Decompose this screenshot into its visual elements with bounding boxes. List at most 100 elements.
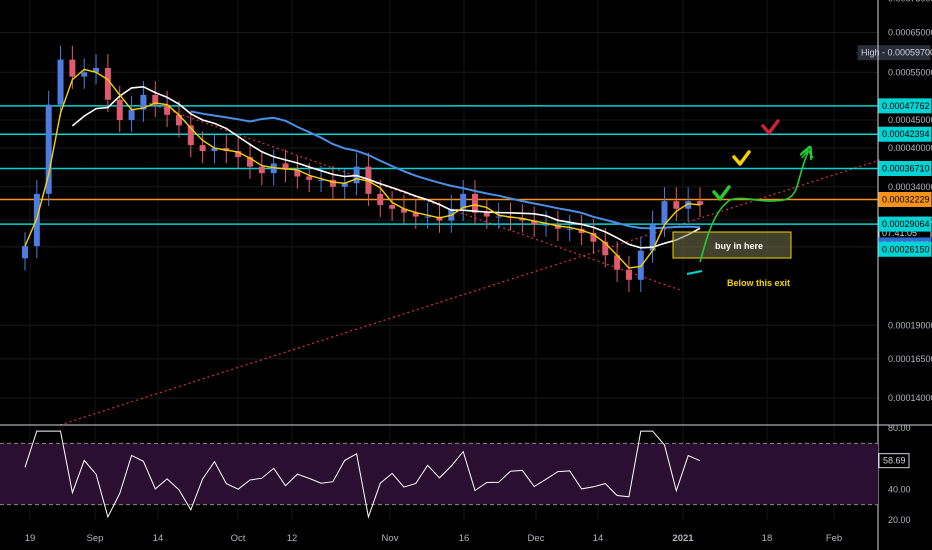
price-badge-text: 0.00032229 xyxy=(882,194,930,204)
x-tick-label: 2021 xyxy=(672,533,694,544)
candle-body xyxy=(175,114,182,126)
candle-body xyxy=(614,255,621,270)
price-badge-text: 0.00042394 xyxy=(882,129,930,139)
x-tick-label: 16 xyxy=(459,533,470,544)
rsi-band xyxy=(0,443,878,505)
y-tick-label: 0.00055000 xyxy=(888,67,932,77)
candle-body xyxy=(199,145,206,152)
price-badge xyxy=(878,216,932,232)
candle-body xyxy=(424,216,431,218)
candle-body xyxy=(460,193,467,209)
candle-body xyxy=(400,208,407,213)
candle-body xyxy=(187,125,194,146)
price-badge xyxy=(878,98,932,114)
candle-body xyxy=(294,169,301,177)
ma-white-line xyxy=(71,85,701,249)
x-tick-label: Feb xyxy=(826,533,842,544)
candle-body xyxy=(673,201,680,209)
x-tick-label: 14 xyxy=(153,533,164,544)
x-tick-label: Sep xyxy=(87,533,104,544)
price-badges: High - 0.00059700 0.00047762 0.00042394 0.0… xyxy=(857,45,932,257)
candle-body xyxy=(341,183,348,187)
candle-body xyxy=(483,212,490,217)
candle-body xyxy=(140,94,147,110)
candle-body xyxy=(377,193,384,205)
y-tick-label: 0.00045000 xyxy=(888,115,932,125)
rsi-tick-label: 40.00 xyxy=(888,484,911,494)
price-badge xyxy=(878,126,932,142)
projected-path xyxy=(699,152,808,263)
candle-body xyxy=(247,157,253,167)
candle-body xyxy=(649,224,656,251)
x-tick-label: 19 xyxy=(25,533,36,544)
x-axis[interactable]: 19 Sep 14 Oct 12 Nov 16 Dec 14 2021 18 Feb xyxy=(25,533,842,544)
yellow-checkmark-icon xyxy=(732,150,751,166)
y-tick-label: 0.00065000 xyxy=(888,27,932,37)
price-badge xyxy=(857,45,931,61)
candle-body xyxy=(389,204,396,209)
projected-arrow-head xyxy=(801,148,814,159)
rsi-pane[interactable]: 80.00 40.00 20.00 58.69 xyxy=(0,423,911,525)
candle-body xyxy=(543,224,550,226)
candle-body xyxy=(602,241,609,256)
candle-body xyxy=(57,59,64,105)
candle-body xyxy=(318,179,325,181)
price-badge-text: High - 0.00059700 xyxy=(861,48,932,58)
grid xyxy=(0,0,878,520)
buy-zone-box[interactable] xyxy=(672,231,792,259)
x-tick-label: Oct xyxy=(231,533,246,544)
rising-trendline[interactable] xyxy=(59,159,881,426)
candle-body xyxy=(519,218,526,221)
red-checkmark-icon xyxy=(761,119,780,135)
candle-body xyxy=(531,220,538,225)
candle-body xyxy=(472,193,478,213)
candle-body xyxy=(164,104,171,115)
price-badge-text: 0.00047762 xyxy=(882,101,930,111)
ma-blue-line xyxy=(190,110,701,230)
price-badge-text: 0.00026150 xyxy=(882,244,930,254)
y-tick-label: 0.00034000 xyxy=(888,182,932,192)
buy-zone-label: buy in here xyxy=(715,241,763,251)
candle-body xyxy=(152,94,159,105)
candle-body xyxy=(116,99,123,121)
candle-body xyxy=(211,148,218,152)
price-badge-text: 0.00036710 xyxy=(882,164,930,174)
candle-body xyxy=(93,67,100,73)
x-tick-label: 12 xyxy=(287,533,298,544)
rsi-tick-label: 80.00 xyxy=(888,423,911,433)
candle-body xyxy=(258,166,265,174)
x-tick-label: 18 xyxy=(762,533,773,544)
price-badge xyxy=(878,191,932,207)
candle-body xyxy=(22,246,28,259)
candle-body xyxy=(69,59,76,77)
price-badge xyxy=(878,161,932,177)
candle-body xyxy=(412,212,419,217)
x-tick-label: 14 xyxy=(593,533,604,544)
candle-body xyxy=(329,179,336,187)
falling-trendline[interactable] xyxy=(139,99,681,291)
cyan-arrow-mark xyxy=(686,270,703,275)
price-badge-text: 0.00029064 xyxy=(882,219,930,229)
candle-body xyxy=(697,201,703,205)
exit-label: Below this exit xyxy=(727,278,790,288)
candle-body xyxy=(306,176,313,180)
candle-body xyxy=(235,151,242,158)
y-tick-label: 0.00016500 xyxy=(888,354,932,364)
y-tick-label: 0.00019000 xyxy=(888,320,932,330)
candle-body xyxy=(685,201,692,209)
candle-body xyxy=(128,109,135,121)
ma-yellow-line xyxy=(24,68,701,269)
candle-body xyxy=(104,67,111,100)
y-tick-label: 0.00040000 xyxy=(888,143,932,153)
candle-body xyxy=(495,216,502,218)
candle-body xyxy=(45,104,52,194)
candle-body xyxy=(566,228,573,230)
price-badge-text: 07:41:05 xyxy=(882,228,917,238)
candle-body xyxy=(590,232,597,242)
candle-body xyxy=(661,201,668,225)
x-tick-label: Dec xyxy=(528,533,545,544)
rsi-badge-text: 58.69 xyxy=(883,456,906,466)
candle-body xyxy=(282,163,289,170)
candle-body xyxy=(637,250,644,280)
